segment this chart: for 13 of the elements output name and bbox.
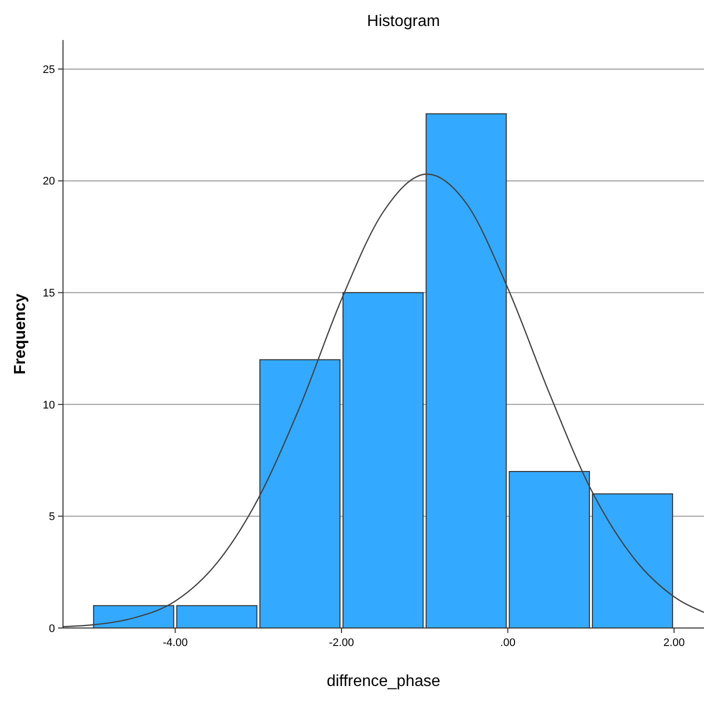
- x-tick-label: -2.00: [328, 637, 354, 649]
- y-axis-title: Frequency: [12, 293, 29, 374]
- x-tick-label: 2.00: [663, 637, 685, 649]
- y-tick-label: 10: [42, 399, 55, 412]
- y-tick-label: 5: [48, 511, 55, 524]
- x-axis-title: diffrence_phase: [326, 673, 440, 690]
- y-tick-label: 0: [48, 622, 55, 635]
- y-tick-label: 20: [42, 176, 55, 188]
- chart-title: Histogram: [367, 13, 440, 30]
- x-tick-label: .00: [500, 637, 516, 649]
- y-tick-label: 15: [42, 287, 55, 300]
- x-tick-label: -4.00: [162, 637, 188, 649]
- y-tick-label: 25: [42, 64, 55, 76]
